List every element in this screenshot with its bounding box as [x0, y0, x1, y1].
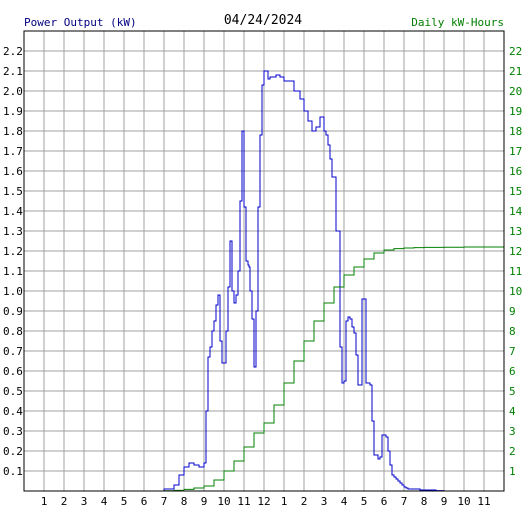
x-tick-label: 7 — [401, 495, 408, 508]
right-tick-label: 22 — [509, 45, 522, 58]
x-tick-label: 2 — [61, 495, 68, 508]
x-tick-label: 4 — [101, 495, 108, 508]
x-tick-label: 2 — [301, 495, 308, 508]
left-tick-label: 0.6 — [3, 365, 23, 378]
x-tick-label: 6 — [141, 495, 148, 508]
right-tick-label: 10 — [509, 285, 522, 298]
x-tick-label: 4 — [341, 495, 348, 508]
grid — [24, 31, 504, 491]
right-tick-label: 16 — [509, 165, 522, 178]
left-tick-label: 1.5 — [3, 185, 23, 198]
left-tick-label: 1.3 — [3, 225, 23, 238]
left-tick-label: 0.9 — [3, 305, 23, 318]
left-tick-label: 1.0 — [3, 285, 23, 298]
right-tick-label: 11 — [509, 265, 522, 278]
right-axis-label: Daily kW-Hours — [411, 16, 504, 29]
left-tick-label: 1.9 — [3, 105, 23, 118]
x-tick-label: 8 — [421, 495, 428, 508]
x-tick-label: 6 — [381, 495, 388, 508]
left-tick-label: 1.2 — [3, 245, 23, 258]
right-tick-label: 6 — [509, 365, 516, 378]
x-tick-label: 11 — [477, 495, 490, 508]
left-axis-label: Power Output (kW) — [24, 16, 137, 29]
right-tick-label: 13 — [509, 225, 522, 238]
right-tick-label: 7 — [509, 345, 516, 358]
left-tick-label: 1.4 — [3, 205, 23, 218]
right-tick-label: 9 — [509, 305, 516, 318]
x-tick-label: 8 — [181, 495, 188, 508]
left-tick-label: 1.8 — [3, 125, 23, 138]
x-axis: 1 2 3 4 5 6 7 8 9 10 11 12 1 2 3 4 5 6 7 8 9 10 11 — [41, 495, 491, 508]
series-layer — [24, 70, 504, 492]
right-tick-label: 19 — [509, 105, 522, 118]
left-tick-label: 2.0 — [3, 85, 23, 98]
x-tick-label: 5 — [361, 495, 368, 508]
left-tick-label: 2.1 — [3, 65, 23, 78]
x-tick-label: 9 — [441, 495, 448, 508]
right-tick-label: 5 — [509, 385, 516, 398]
series-line-power-output — [24, 70, 504, 492]
right-tick-label: 17 — [509, 145, 522, 158]
left-tick-label: 1.1 — [3, 265, 23, 278]
left-tick-label: 0.8 — [3, 325, 23, 338]
x-tick-label: 1 — [41, 495, 48, 508]
right-tick-label: 1 — [509, 465, 516, 478]
x-tick-label: 10 — [457, 495, 470, 508]
x-tick-label: 10 — [217, 495, 230, 508]
left-tick-label: 0.2 — [3, 445, 23, 458]
right-tick-label: 4 — [509, 405, 516, 418]
left-tick-label: 1.6 — [3, 165, 23, 178]
right-tick-label: 18 — [509, 125, 522, 138]
right-tick-label: 20 — [509, 85, 522, 98]
left-axis: 0.1 0.2 0.3 0.4 0.5 0.6 0.7 0.8 0.9 1.0 1.1 1.2 1.3 1… — [3, 45, 23, 478]
right-tick-label: 15 — [509, 185, 522, 198]
x-tick-label: 3 — [321, 495, 328, 508]
x-tick-label: 12 — [257, 495, 270, 508]
series-line-daily-kwh — [24, 246, 504, 492]
x-tick-label: 11 — [237, 495, 250, 508]
left-tick-label: 0.1 — [3, 465, 23, 478]
x-tick-label: 3 — [81, 495, 88, 508]
x-tick-label: 7 — [161, 495, 168, 508]
left-tick-label: 0.3 — [3, 425, 23, 438]
left-tick-label: 0.7 — [3, 345, 23, 358]
right-tick-label: 2 — [509, 445, 516, 458]
left-tick-label: 0.5 — [3, 385, 23, 398]
x-tick-label: 5 — [121, 495, 128, 508]
plot-frame — [23, 30, 505, 492]
right-tick-label: 3 — [509, 425, 516, 438]
x-tick-label: 1 — [281, 495, 288, 508]
left-tick-label: 2.2 — [3, 45, 23, 58]
chart-title: 04/24/2024 — [224, 13, 302, 28]
right-tick-label: 21 — [509, 65, 522, 78]
right-tick-label: 8 — [509, 325, 516, 338]
right-tick-label: 12 — [509, 245, 522, 258]
right-tick-label: 14 — [509, 205, 523, 218]
left-tick-label: 0.4 — [3, 405, 23, 418]
left-tick-label: 1.7 — [3, 145, 23, 158]
x-tick-label: 9 — [201, 495, 208, 508]
